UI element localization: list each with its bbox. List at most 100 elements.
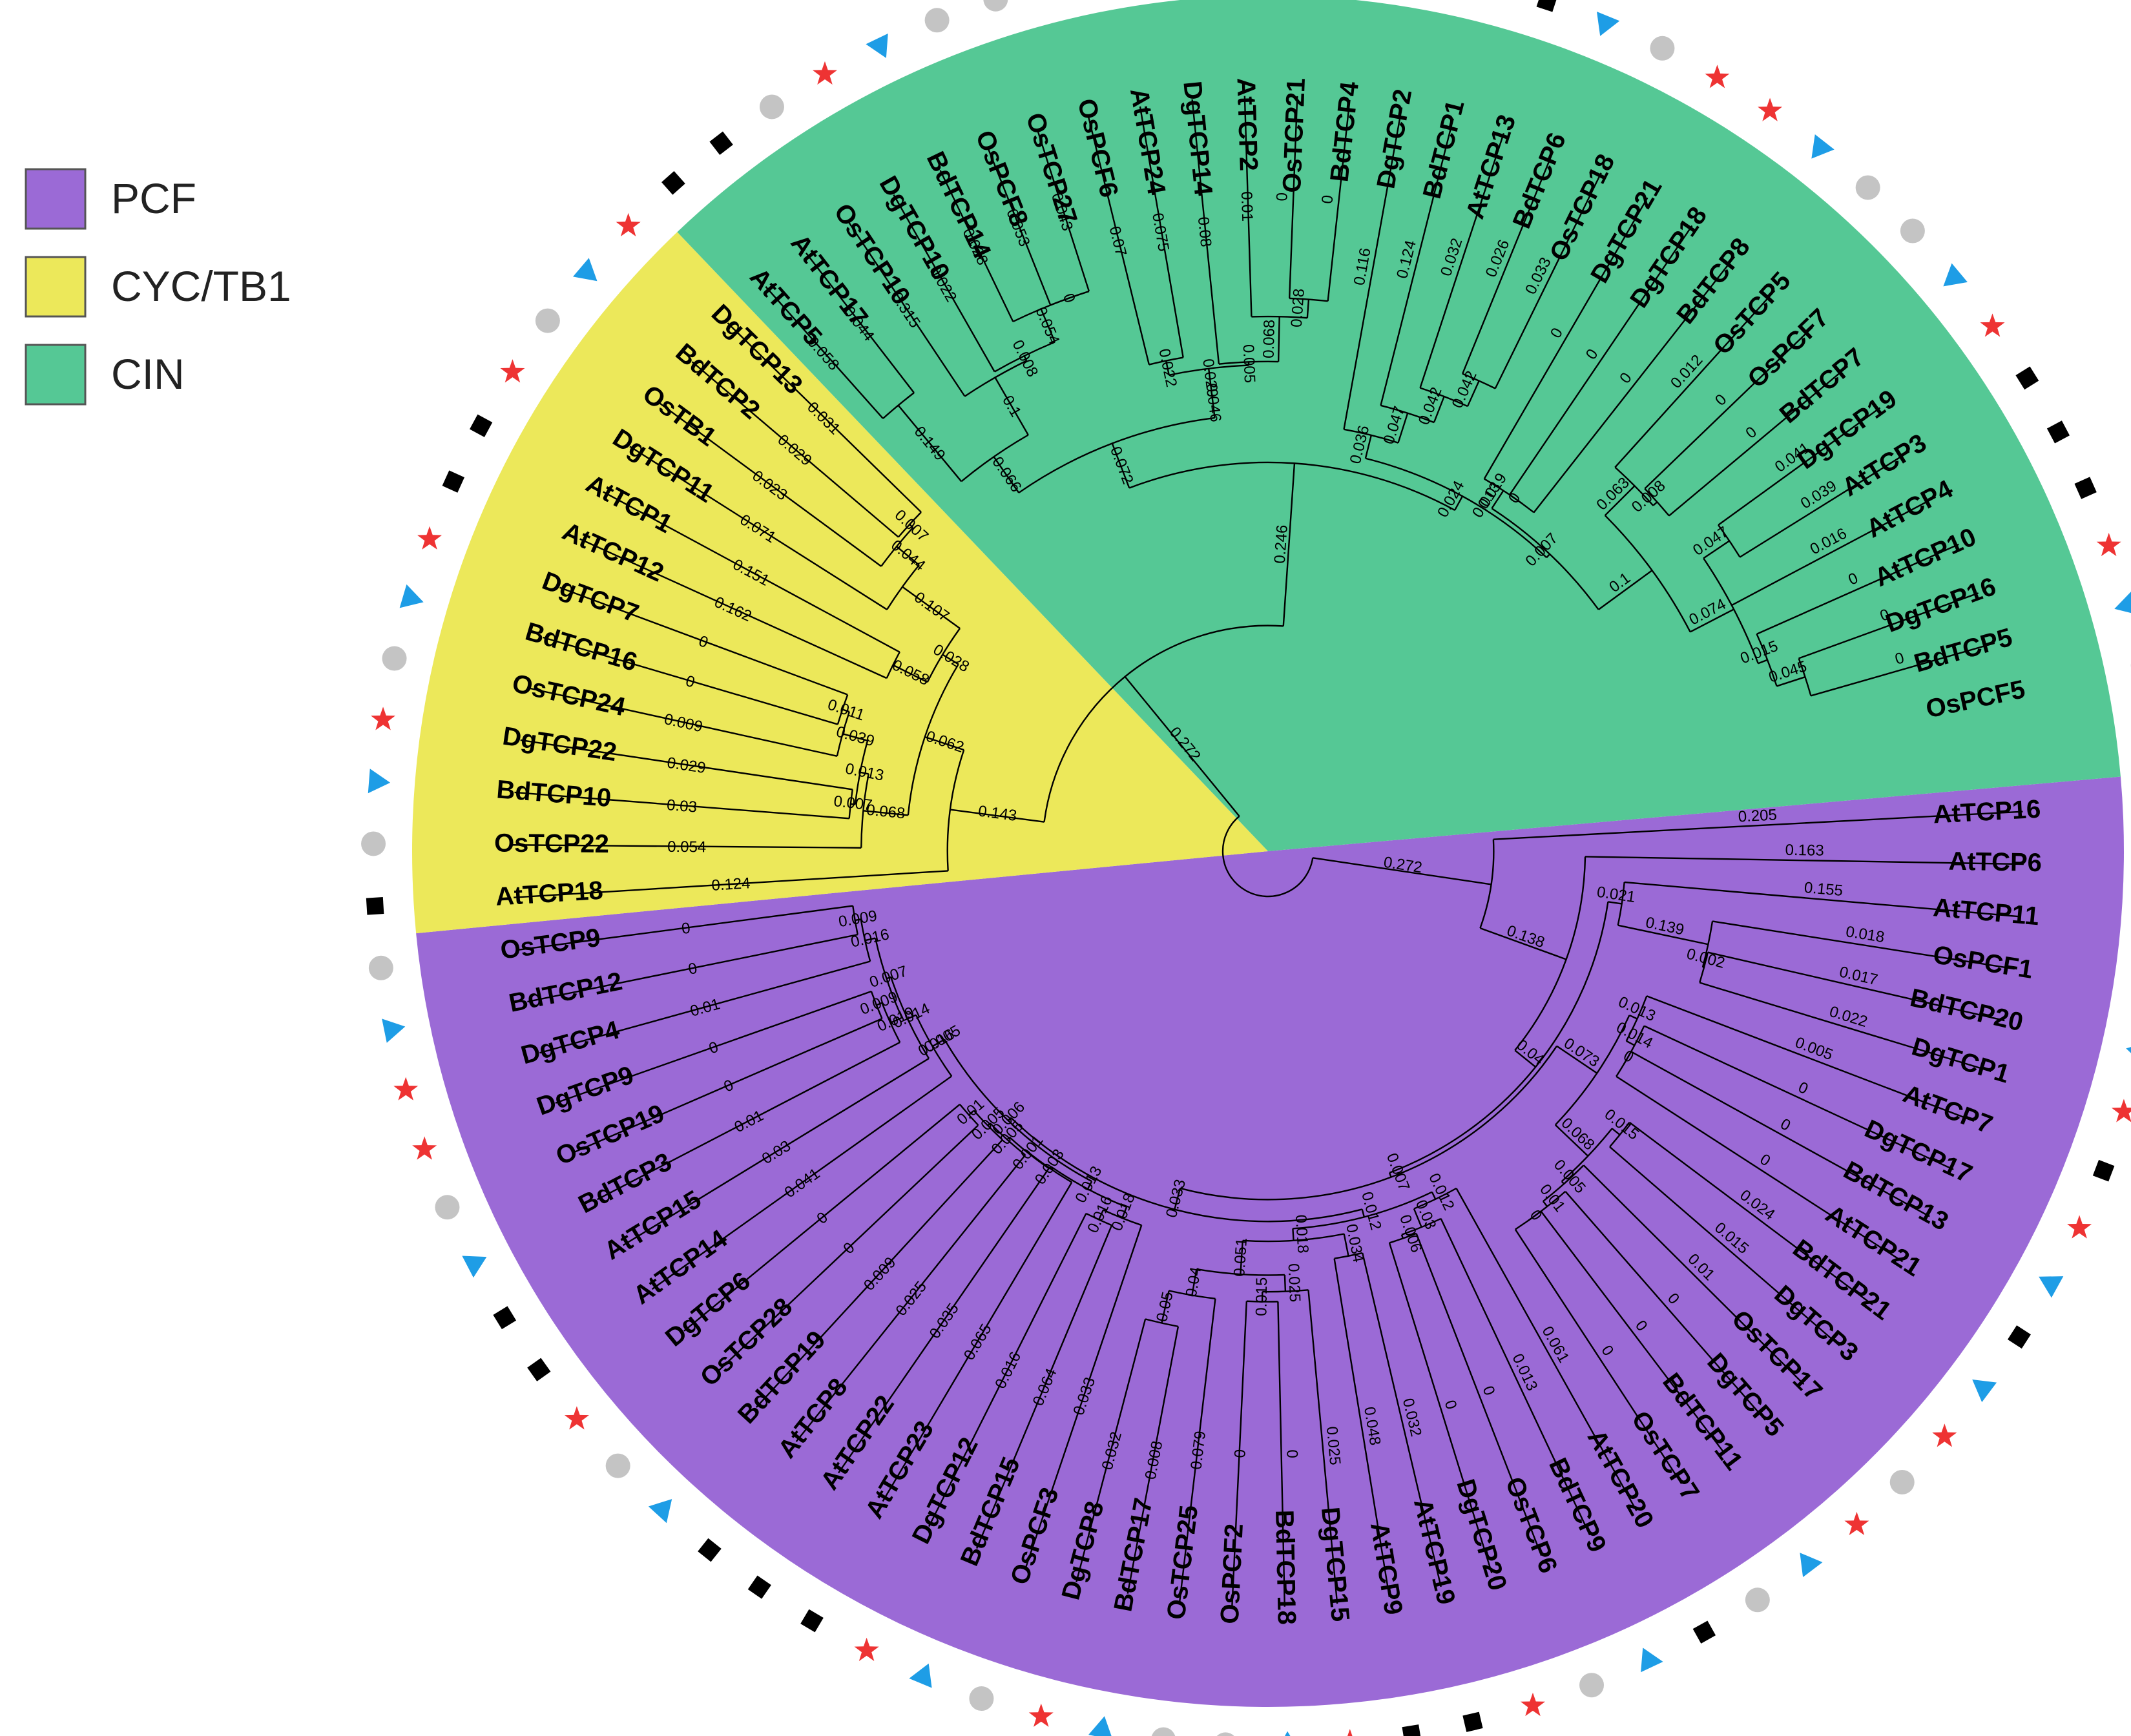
- branch-arc: [1293, 1191, 1433, 1230]
- branch-segment: [1495, 490, 1504, 502]
- leaf-label-attcp16: AtTCP16: [1933, 795, 2042, 829]
- branch-segment: [1088, 117, 1150, 365]
- branch-segment: [1466, 380, 1480, 407]
- branch-segment: [1514, 1049, 1536, 1068]
- leaf-label-ostcp21: OsTCP21: [1278, 78, 1311, 193]
- branch-arc: [1180, 1046, 1558, 1201]
- branch-segment: [1037, 131, 1090, 292]
- square-marker: [698, 1538, 722, 1562]
- branch-segment: [603, 491, 900, 653]
- branch-segment: [1097, 1210, 1105, 1220]
- branch-segment: [755, 1139, 1003, 1408]
- branch-segment: [1306, 299, 1310, 318]
- branch-segment: [1626, 1040, 1635, 1046]
- branch-arc: [890, 976, 930, 1059]
- branch-segment: [1179, 1298, 1216, 1602]
- branch-segment: [1617, 924, 1709, 946]
- branch-segment: [1798, 592, 1979, 659]
- branch-segment: [1493, 811, 2023, 840]
- branch-segment: [765, 286, 884, 419]
- branch-length-label: 0.03: [666, 796, 698, 816]
- branch-arc: [946, 749, 965, 871]
- branch-segment: [659, 402, 882, 567]
- branch-segment: [931, 1040, 942, 1048]
- branch-segment: [623, 1057, 930, 1246]
- branch-segment: [718, 1124, 979, 1371]
- branch-segment: [1758, 659, 1768, 665]
- branch-segment: [629, 446, 888, 610]
- branch-segment: [941, 1038, 945, 1042]
- branch-arc: [1128, 461, 1455, 512]
- branch-segment: [924, 736, 964, 751]
- branch-arc: [1561, 1128, 1613, 1183]
- circle-marker: [759, 94, 784, 119]
- branch-segment: [1630, 1051, 1930, 1217]
- branch-arc: [1221, 815, 1314, 898]
- branch-segment: [1040, 308, 1056, 343]
- circle-marker: [361, 831, 386, 856]
- circle-marker: [969, 1686, 994, 1711]
- branch-segment: [942, 654, 959, 665]
- branch-segment: [651, 1075, 952, 1290]
- circle-marker: [1151, 1727, 1176, 1736]
- branch-segment: [950, 809, 1045, 823]
- branch-segment: [855, 918, 861, 922]
- branch-segment: [1609, 1146, 1840, 1347]
- branch-segment: [897, 404, 962, 482]
- legend-swatch-pcf: [25, 168, 87, 230]
- branch-arc: [1043, 625, 1284, 822]
- branch-segment: [1514, 1228, 1683, 1484]
- legend-label-cin: CIN: [111, 350, 185, 398]
- branch-length-label: 0.015: [1253, 1277, 1271, 1316]
- branch-arc: [1604, 515, 1691, 633]
- star-marker: [812, 61, 837, 85]
- circle-marker: [924, 8, 950, 33]
- branch-segment: [1361, 1209, 1366, 1217]
- branch-segment: [1652, 501, 1658, 506]
- branch-segment: [1564, 1190, 1766, 1421]
- tree-branches: [512, 96, 2024, 1607]
- branch-length-label: 0.155: [1804, 879, 1844, 900]
- triangle-marker: [866, 33, 888, 58]
- branch-segment: [1023, 355, 1028, 362]
- triangle-marker: [368, 769, 391, 794]
- branch-arc: [1554, 1015, 1630, 1126]
- square-marker: [2074, 477, 2097, 499]
- branch-arc: [926, 628, 961, 683]
- branch-arc: [1389, 902, 1609, 1174]
- branch-segment: [1703, 540, 1730, 559]
- branch-segment: [1616, 1075, 1904, 1263]
- branch-segment: [518, 905, 853, 951]
- branch-segment: [1343, 1234, 1349, 1256]
- triangle-marker: [1088, 1716, 1112, 1736]
- branch-segment: [1210, 388, 1216, 418]
- branch-segment: [1277, 1301, 1286, 1607]
- triangle-marker: [1596, 11, 1620, 36]
- branch-segment: [975, 1224, 1113, 1549]
- branch-length-label: 0.124: [711, 874, 751, 894]
- star-marker: [1028, 1703, 1054, 1727]
- branch-arc: [1491, 508, 1599, 610]
- branch-segment: [514, 791, 849, 820]
- branch-length-label: 0.054: [667, 838, 706, 856]
- branch-segment: [1121, 1206, 1128, 1219]
- branch-arc: [915, 1015, 953, 1077]
- branch-segment: [1362, 1252, 1442, 1587]
- star-marker: [564, 1406, 589, 1430]
- branch-segment: [1307, 1290, 1338, 1604]
- branch-segment: [597, 1041, 900, 1201]
- branch-segment: [1699, 982, 1991, 1073]
- circle-marker: [368, 955, 393, 980]
- branch-arc: [854, 740, 869, 805]
- branch-segment: [1585, 856, 2024, 865]
- branch-segment: [876, 1002, 882, 1006]
- branch-segment: [1207, 368, 1212, 388]
- branch-segment: [555, 990, 872, 1104]
- wedge-cin: [677, 0, 2121, 851]
- triangle-marker: [2039, 1276, 2064, 1298]
- branch-arc: [1262, 1289, 1309, 1293]
- branch-segment: [902, 586, 961, 629]
- triangle-marker: [573, 258, 598, 282]
- triangle-marker: [462, 1256, 487, 1278]
- branch-arc: [994, 341, 1055, 373]
